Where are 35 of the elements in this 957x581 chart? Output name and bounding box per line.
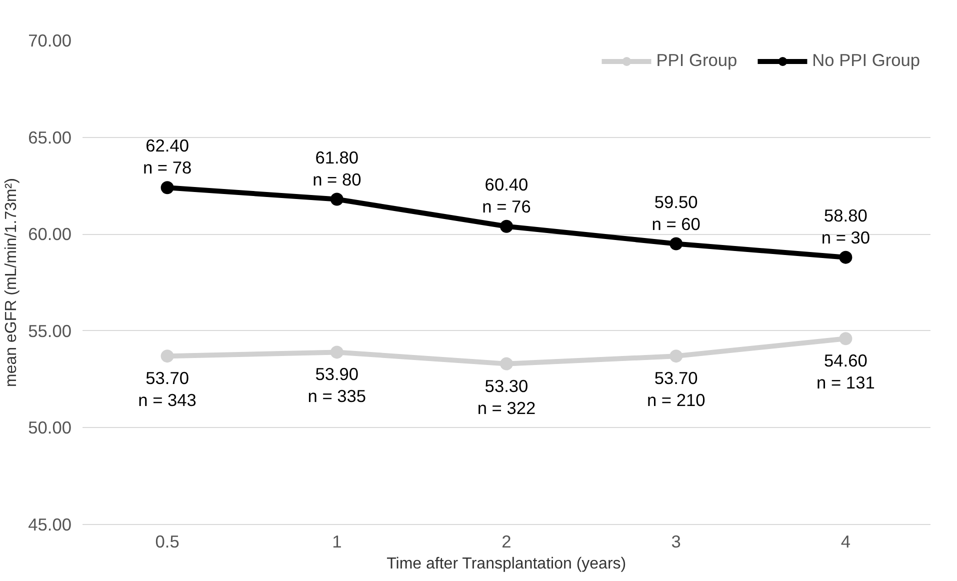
legend-label: PPI Group xyxy=(656,50,738,71)
point xyxy=(330,346,344,359)
data-label: 62.40 n = 78 xyxy=(142,136,192,178)
y-tick-label: 70.00 xyxy=(28,30,72,50)
point xyxy=(670,237,683,250)
x-tick-label: 1 xyxy=(332,532,342,552)
data-label: 53.70 n = 343 xyxy=(138,368,196,410)
x-tick-label: 4 xyxy=(840,532,851,552)
x-tick-label: 2 xyxy=(502,532,512,552)
point xyxy=(330,192,344,206)
point xyxy=(839,332,852,346)
y-tick-label: 45.00 xyxy=(28,514,72,534)
y-tick-label: 55.00 xyxy=(28,320,72,341)
point xyxy=(160,181,174,194)
y-tick-label: 60.00 xyxy=(28,224,72,244)
x-tick-label: 3 xyxy=(671,532,681,552)
y-tick-label: 65.00 xyxy=(28,127,72,148)
point xyxy=(160,350,174,363)
point xyxy=(500,220,513,233)
point xyxy=(839,250,852,264)
data-label: 53.90 n = 335 xyxy=(308,364,366,406)
data-label: 54.60 n = 131 xyxy=(816,350,875,393)
x-tick-label: 0.5 xyxy=(155,532,180,552)
data-label: 53.30 n = 322 xyxy=(477,376,536,418)
x-axis-title: Time after Transplantation (years) xyxy=(386,556,626,572)
point xyxy=(670,350,683,363)
data-label: 59.50 n = 60 xyxy=(652,192,700,234)
data-label: 61.80 n = 80 xyxy=(312,147,362,190)
data-label: 60.40 n = 76 xyxy=(482,174,531,216)
data-label: 58.80 n = 30 xyxy=(821,205,870,248)
point xyxy=(500,357,513,370)
y-tick-label: 50.00 xyxy=(28,418,72,438)
y-axis-title: mean eGFR (mL/min/1.73m²) xyxy=(3,178,20,387)
data-label: 53.70 n = 210 xyxy=(646,368,706,410)
legend-label: No PPI Group xyxy=(812,50,920,71)
